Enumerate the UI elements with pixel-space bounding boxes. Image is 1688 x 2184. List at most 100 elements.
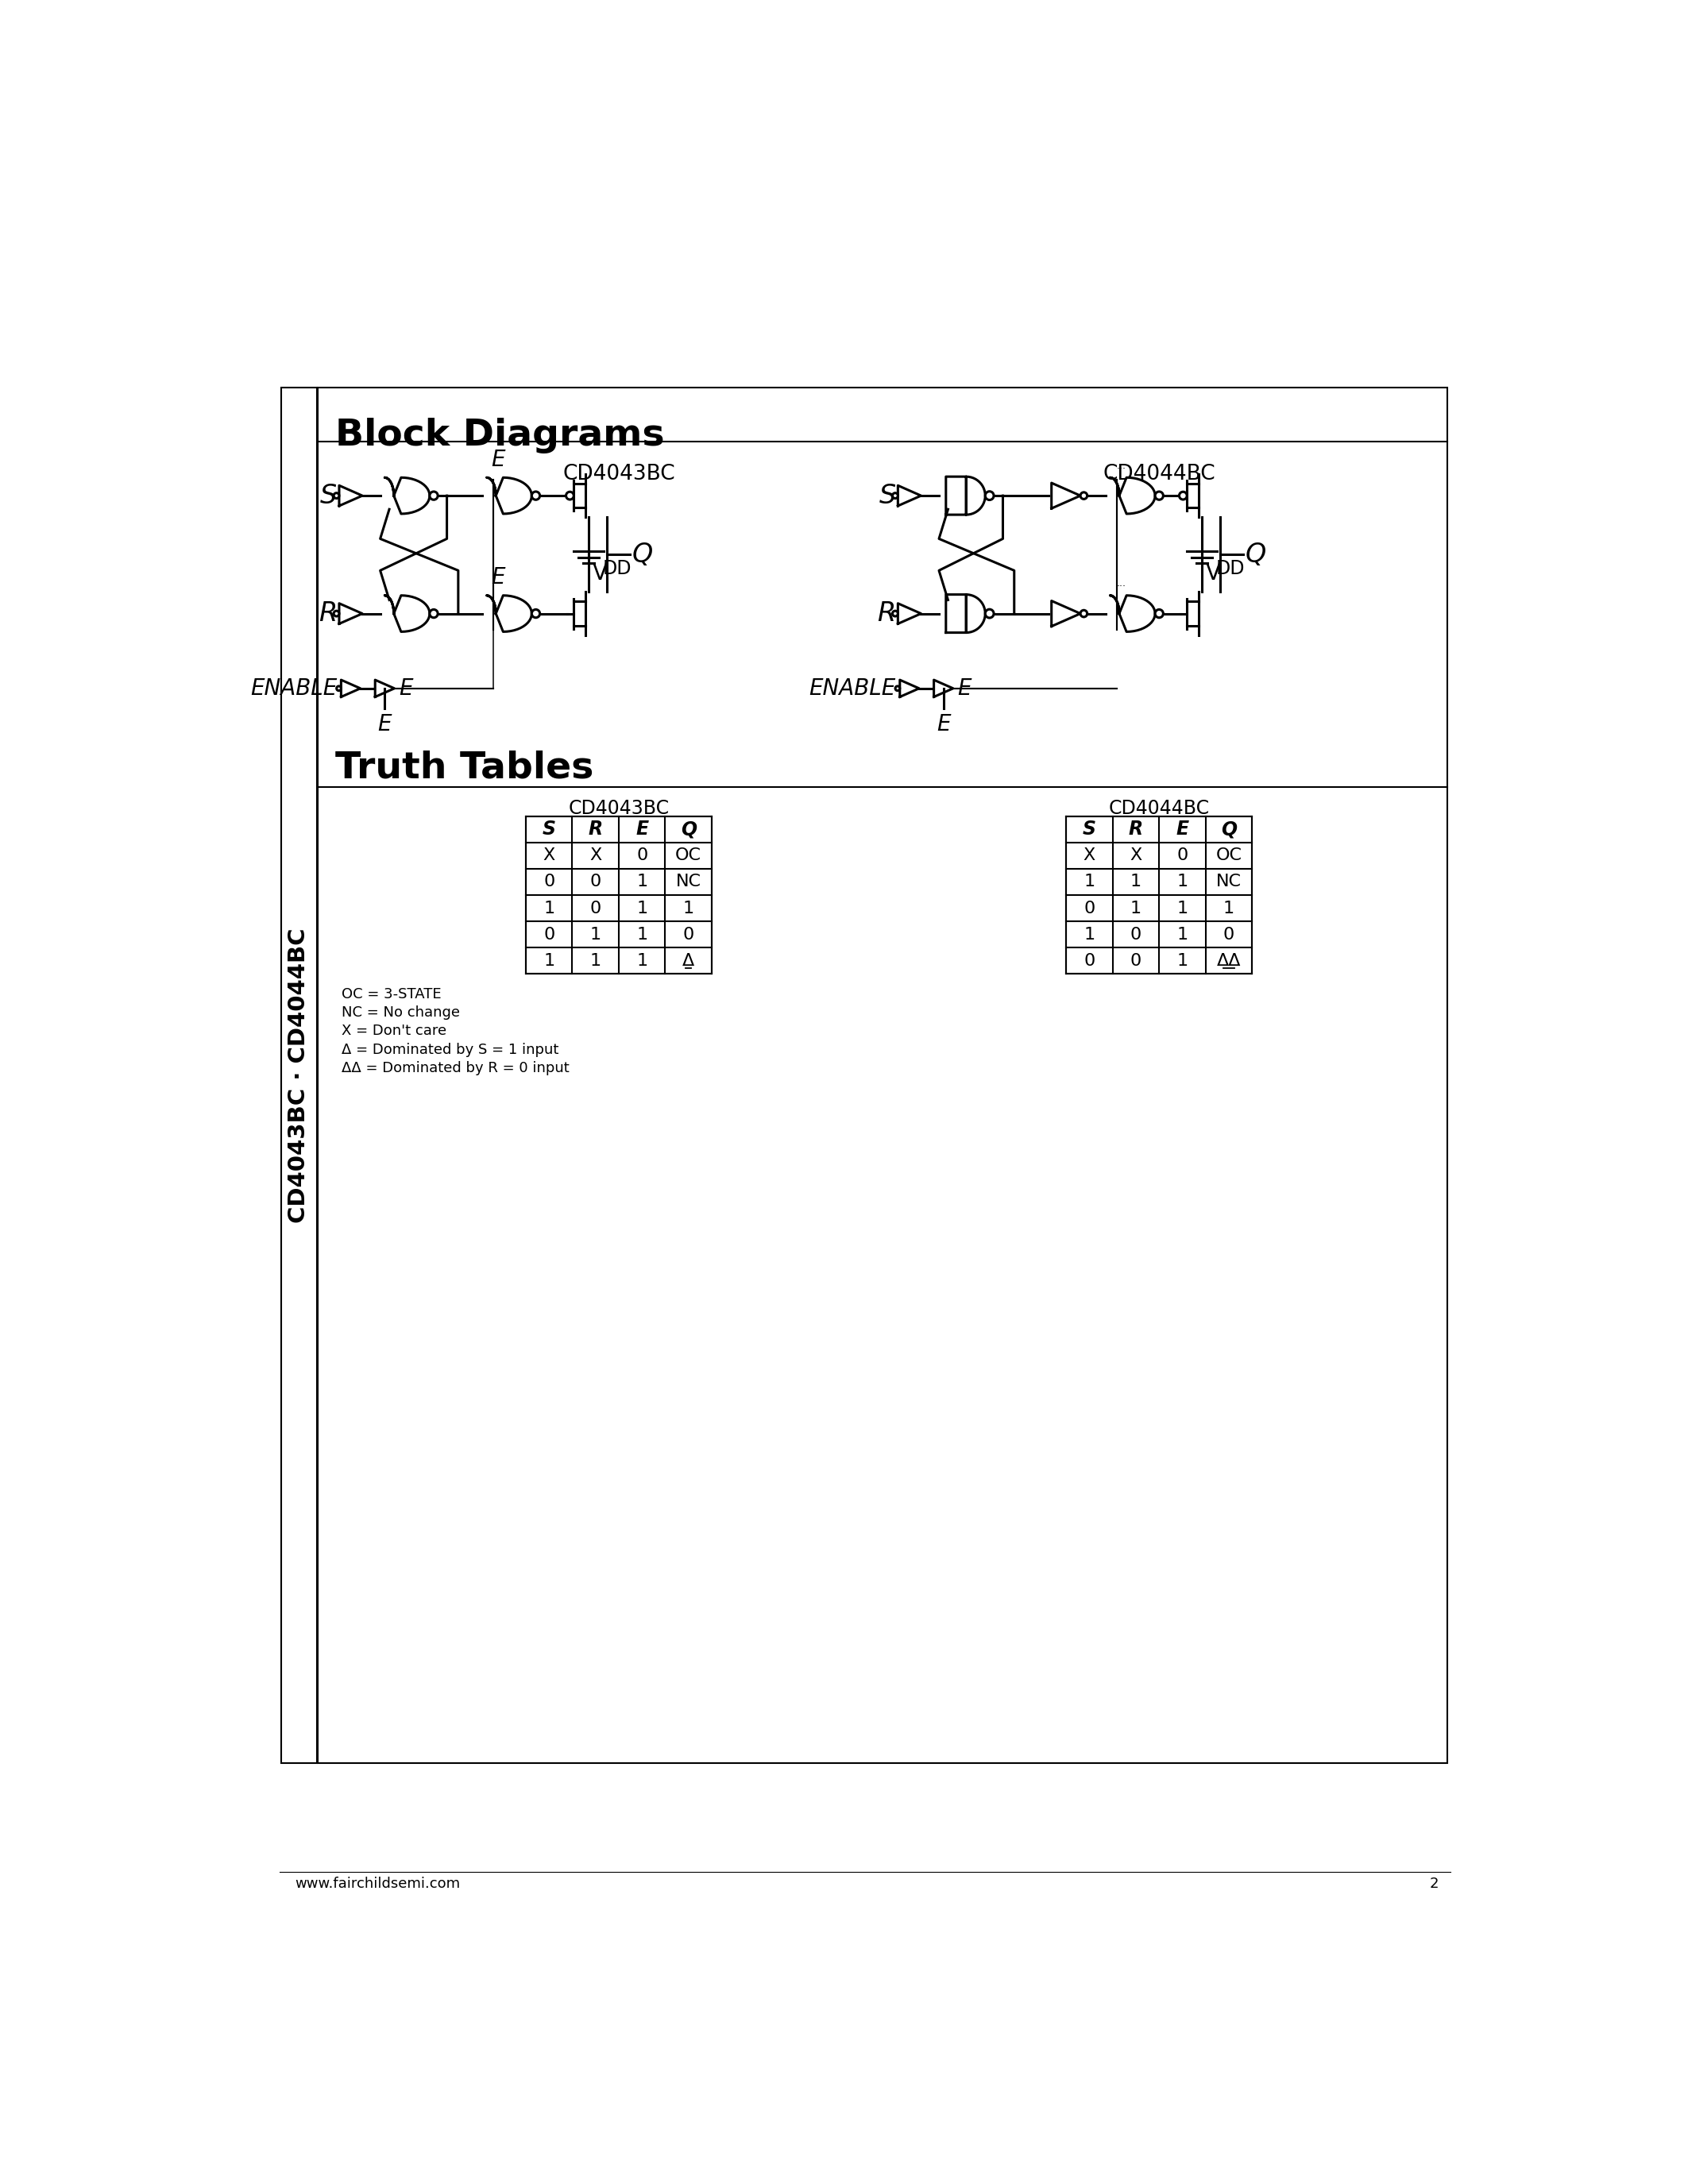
- Circle shape: [986, 491, 994, 500]
- Text: 1: 1: [1131, 900, 1141, 915]
- Text: ENABLE: ENABLE: [809, 677, 896, 699]
- Circle shape: [334, 612, 339, 616]
- Text: www.fairchildsemi.com: www.fairchildsemi.com: [295, 1876, 461, 1891]
- Text: CD4044BC: CD4044BC: [1109, 799, 1210, 819]
- Text: Q: Q: [680, 819, 697, 839]
- Text: X: X: [544, 847, 555, 863]
- Bar: [317, 387, 1448, 1762]
- Text: 0: 0: [1177, 847, 1188, 863]
- Text: Δ = Dominated by S = 1 input: Δ = Dominated by S = 1 input: [341, 1042, 559, 1057]
- Bar: [525, 817, 712, 974]
- Text: DD: DD: [603, 559, 631, 579]
- Text: OC: OC: [1215, 847, 1242, 863]
- Text: Truth Tables: Truth Tables: [336, 749, 594, 786]
- Text: 1: 1: [1084, 926, 1096, 941]
- Text: 1: 1: [684, 900, 694, 915]
- Text: S: S: [1082, 819, 1096, 839]
- Circle shape: [1180, 491, 1187, 500]
- Bar: [282, 387, 317, 1762]
- Circle shape: [336, 686, 341, 690]
- Text: 1: 1: [636, 874, 648, 889]
- Text: X = Don't care: X = Don't care: [341, 1024, 446, 1037]
- Text: CD4043BC: CD4043BC: [562, 463, 675, 485]
- Polygon shape: [933, 679, 954, 697]
- Circle shape: [895, 686, 900, 690]
- Text: 1: 1: [544, 952, 555, 970]
- Text: Q: Q: [1220, 819, 1237, 839]
- Polygon shape: [341, 679, 360, 697]
- Circle shape: [1080, 491, 1087, 500]
- Text: ΔΔ: ΔΔ: [1217, 952, 1241, 970]
- Text: 0: 0: [544, 874, 555, 889]
- Text: DD: DD: [1215, 559, 1244, 579]
- Text: 0: 0: [1131, 926, 1141, 941]
- Circle shape: [430, 491, 437, 500]
- Text: ENABLE: ENABLE: [250, 677, 338, 699]
- Polygon shape: [1111, 596, 1155, 631]
- Text: CD4043BC · CD4044BC: CD4043BC · CD4044BC: [289, 928, 311, 1223]
- Polygon shape: [1111, 478, 1155, 513]
- Text: 0: 0: [544, 926, 555, 941]
- Text: 0: 0: [1084, 900, 1096, 915]
- Text: 1: 1: [636, 900, 648, 915]
- Text: 1: 1: [589, 952, 601, 970]
- Polygon shape: [945, 594, 986, 633]
- Text: R: R: [878, 601, 896, 627]
- Text: 1: 1: [1224, 900, 1234, 915]
- Text: S: S: [879, 483, 896, 509]
- Circle shape: [565, 491, 574, 500]
- Text: Q: Q: [631, 542, 653, 568]
- Text: Q: Q: [1246, 542, 1266, 568]
- Text: 1: 1: [1177, 926, 1188, 941]
- Text: 1: 1: [1084, 874, 1096, 889]
- Text: 1: 1: [636, 952, 648, 970]
- Circle shape: [532, 609, 540, 618]
- Text: E: E: [491, 448, 505, 472]
- Text: E: E: [398, 677, 414, 699]
- Text: R: R: [587, 819, 603, 839]
- Text: ...: ...: [1117, 461, 1126, 472]
- Text: E: E: [378, 714, 392, 736]
- Circle shape: [893, 612, 898, 616]
- Text: V: V: [592, 563, 608, 585]
- Text: ...: ...: [1117, 579, 1126, 590]
- Text: 0: 0: [589, 900, 601, 915]
- Polygon shape: [945, 476, 986, 515]
- Text: 0: 0: [589, 874, 601, 889]
- Text: 0: 0: [1084, 952, 1096, 970]
- Polygon shape: [486, 596, 532, 631]
- Text: X: X: [1084, 847, 1096, 863]
- Polygon shape: [339, 603, 363, 625]
- Circle shape: [893, 494, 898, 498]
- Polygon shape: [339, 485, 363, 507]
- Text: 0: 0: [684, 926, 694, 941]
- Text: 1: 1: [1131, 874, 1141, 889]
- Text: E: E: [937, 714, 950, 736]
- Polygon shape: [385, 596, 430, 631]
- Bar: [1067, 817, 1252, 974]
- Polygon shape: [486, 478, 532, 513]
- Polygon shape: [1052, 483, 1080, 509]
- Polygon shape: [385, 478, 430, 513]
- Text: X: X: [1129, 847, 1143, 863]
- Text: CD4043BC: CD4043BC: [569, 799, 668, 819]
- Text: S: S: [542, 819, 555, 839]
- Polygon shape: [375, 679, 395, 697]
- Text: S: S: [321, 483, 338, 509]
- Text: OC: OC: [675, 847, 702, 863]
- Circle shape: [1080, 609, 1087, 616]
- Text: OC = 3-STATE: OC = 3-STATE: [341, 987, 441, 1002]
- Text: 1: 1: [589, 926, 601, 941]
- Text: E: E: [491, 566, 505, 590]
- Text: 1: 1: [636, 926, 648, 941]
- Polygon shape: [900, 679, 918, 697]
- Text: R: R: [1129, 819, 1143, 839]
- Circle shape: [1155, 491, 1163, 500]
- Text: 1: 1: [1177, 874, 1188, 889]
- Circle shape: [532, 491, 540, 500]
- Polygon shape: [898, 485, 922, 507]
- Text: R: R: [319, 601, 338, 627]
- Text: NC = No change: NC = No change: [341, 1005, 459, 1020]
- Text: 1: 1: [544, 900, 555, 915]
- Text: CD4044BC: CD4044BC: [1102, 463, 1215, 485]
